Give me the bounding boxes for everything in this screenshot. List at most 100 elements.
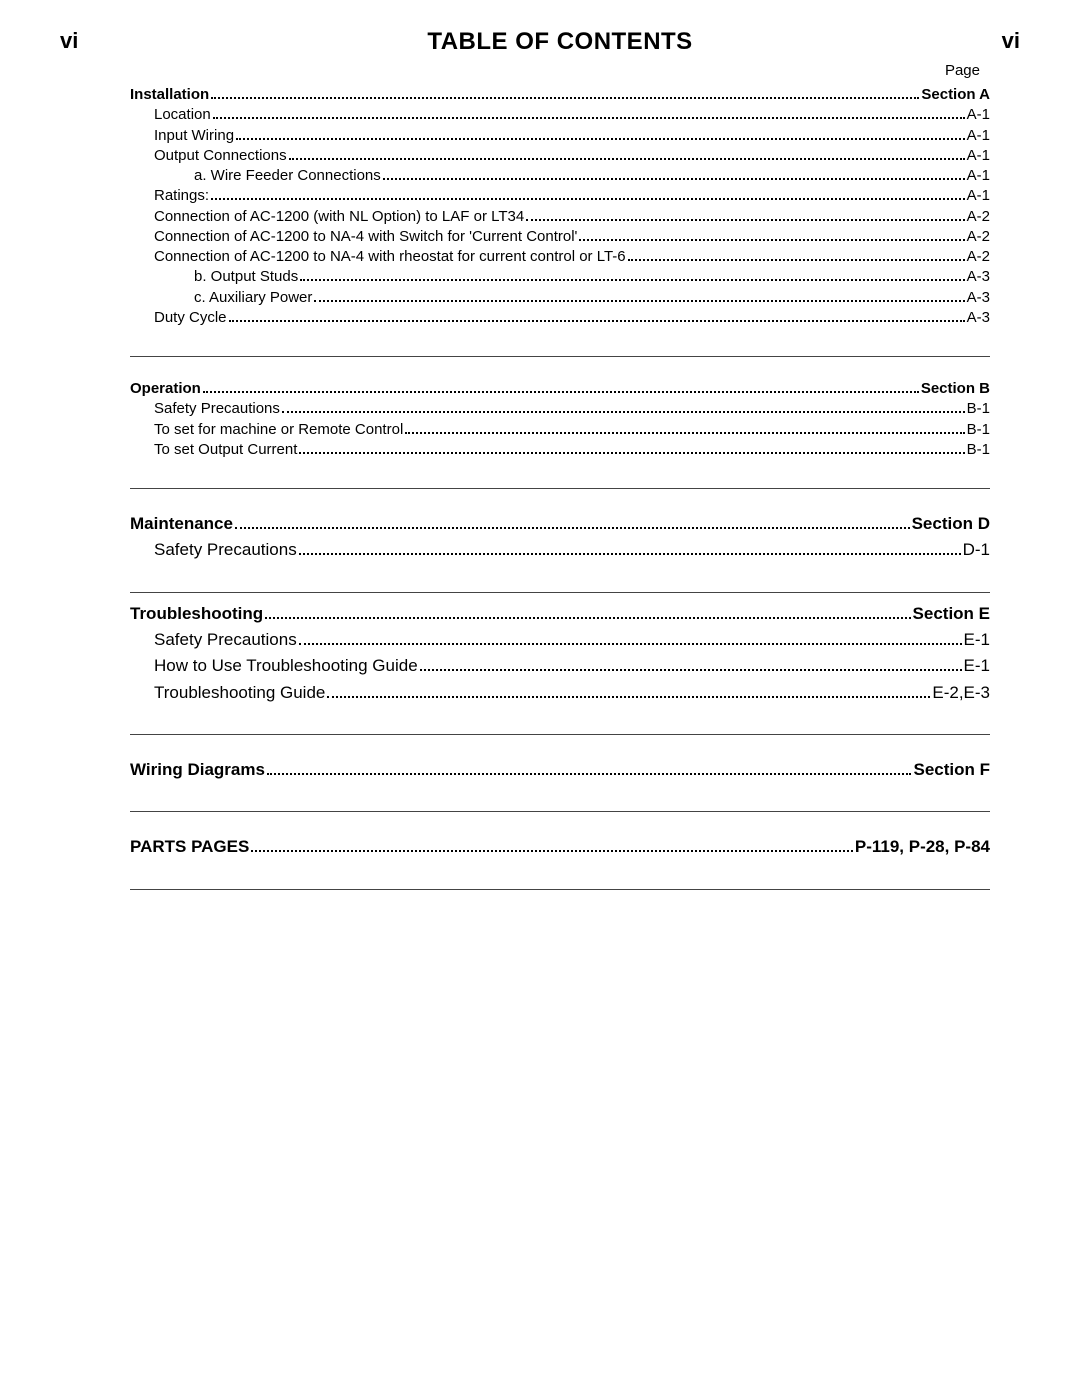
toc-entry-label: c. Auxiliary Power [194,288,312,308]
toc-entry: Location A-1 [130,105,990,125]
toc-entry-page: E-2,E-3 [932,680,990,706]
toc-entry-page: A-1 [967,105,990,125]
toc-leader-dots [299,553,961,555]
toc-entry: a. Wire Feeder Connections A-1 [130,166,990,186]
toc-leader-dots [267,773,912,775]
table-of-contents: InstallationSection ALocation A-1Input W… [130,85,990,890]
toc-leader-dots [327,696,930,698]
toc-entry-page: A-2 [967,207,990,227]
toc-entry-page: B-1 [967,440,990,460]
toc-section: InstallationSection ALocation A-1Input W… [130,85,990,328]
toc-entry: How to Use Troubleshooting Guide E-1 [130,653,990,679]
toc-entry-label: Safety Precautions [154,399,280,419]
toc-entry-page: D-1 [963,537,990,563]
toc-leader-dots [299,643,962,645]
toc-leader-dots [203,391,919,393]
toc-entry: c. Auxiliary Power A-3 [130,288,990,308]
toc-entry-page: A-3 [967,288,990,308]
toc-entry: Safety PrecautionsE-1 [130,627,990,653]
toc-entry: b. Output Studs A-3 [130,267,990,287]
toc-entry-page: A-2 [967,227,990,247]
toc-leader-dots [579,239,964,241]
section-divider [130,734,990,735]
toc-entry: Ratings: A-1 [130,186,990,206]
toc-leader-dots [289,158,965,160]
toc-entry-label: Location [154,105,211,125]
toc-entry: Safety Precautions D-1 [130,537,990,563]
toc-entry-label: Maintenance [130,511,233,537]
toc-entry-label: To set Output Current [154,440,297,460]
toc-entry: To set for machine or Remote Control B-1 [130,420,990,440]
toc-entry-page: P-119, P-28, P-84 [855,834,990,860]
toc-leader-dots [526,219,964,221]
toc-entry-page: E-1 [964,653,990,679]
toc-entry: Wiring Diagrams Section F [130,757,990,783]
toc-entry-page: Section A [921,85,990,105]
toc-entry-page: A-1 [967,146,990,166]
toc-entry-label: How to Use Troubleshooting Guide [154,653,418,679]
toc-entry: Maintenance Section D [130,511,990,537]
toc-leader-dots [213,117,965,119]
toc-leader-dots [405,432,964,434]
page-number-left: vi [60,28,78,54]
toc-entry-page: A-1 [967,166,990,186]
toc-leader-dots [314,300,964,302]
toc-entry: Output ConnectionsA-1 [130,146,990,166]
toc-leader-dots [211,97,919,99]
toc-entry-page: B-1 [967,399,990,419]
toc-leader-dots [628,259,965,261]
toc-entry-label: Troubleshooting Guide [154,680,325,706]
toc-leader-dots [299,452,964,454]
toc-entry: Input Wiring A-1 [130,126,990,146]
section-divider [130,356,990,357]
toc-entry-page: A-1 [967,126,990,146]
toc-entry-label: To set for machine or Remote Control [154,420,403,440]
toc-entry: Troubleshooting Guide E-2,E-3 [130,680,990,706]
toc-section: Maintenance Section DSafety Precautions … [130,511,990,564]
toc-entry-label: Connection of AC-1200 (with NL Option) t… [154,207,524,227]
toc-leader-dots [211,198,965,200]
toc-section: Wiring Diagrams Section F [130,757,990,783]
toc-section: Troubleshooting Section ESafety Precauti… [130,601,990,706]
toc-leader-dots [282,411,965,413]
toc-entry: Safety Precautions B-1 [130,399,990,419]
toc-leader-dots [383,178,965,180]
section-divider [130,889,990,890]
toc-leader-dots [229,320,965,322]
toc-leader-dots [251,850,853,852]
toc-entry-label: Wiring Diagrams [130,757,265,783]
toc-entry: To set Output Current B-1 [130,440,990,460]
toc-entry-page: A-3 [967,267,990,287]
toc-entry-label: Duty Cycle [154,308,227,328]
toc-leader-dots [236,138,965,140]
section-divider [130,488,990,489]
toc-entry-label: b. Output Studs [194,267,298,287]
toc-entry: Connection of AC-1200 (with NL Option) t… [130,207,990,227]
toc-entry: OperationSection B [130,379,990,399]
toc-leader-dots [235,527,910,529]
toc-leader-dots [300,279,964,281]
toc-leader-dots [265,617,910,619]
toc-entry: PARTS PAGES P-119, P-28, P-84 [130,834,990,860]
toc-section: OperationSection BSafety Precautions B-1… [130,379,990,460]
toc-entry-label: Troubleshooting [130,601,263,627]
page-number-right: vi [1002,28,1020,54]
column-header-page: Page [130,62,990,79]
toc-entry-page: Section F [913,757,990,783]
toc-leader-dots [420,669,962,671]
toc-entry: Connection of AC-1200 to NA-4 with rheos… [130,247,990,267]
toc-entry-label: PARTS PAGES [130,834,249,860]
toc-entry: Troubleshooting Section E [130,601,990,627]
toc-section: PARTS PAGES P-119, P-28, P-84 [130,834,990,860]
page-title: TABLE OF CONTENTS [130,28,990,56]
toc-entry-page: A-3 [967,308,990,328]
toc-entry-page: A-2 [967,247,990,267]
toc-entry-label: Operation [130,379,201,399]
section-divider [130,592,990,593]
toc-entry-page: Section E [913,601,990,627]
toc-entry-label: a. Wire Feeder Connections [194,166,381,186]
toc-entry-label: Input Wiring [154,126,234,146]
toc-entry-label: Ratings: [154,186,209,206]
toc-entry-page: A-1 [967,186,990,206]
toc-entry-page: E-1 [964,627,990,653]
